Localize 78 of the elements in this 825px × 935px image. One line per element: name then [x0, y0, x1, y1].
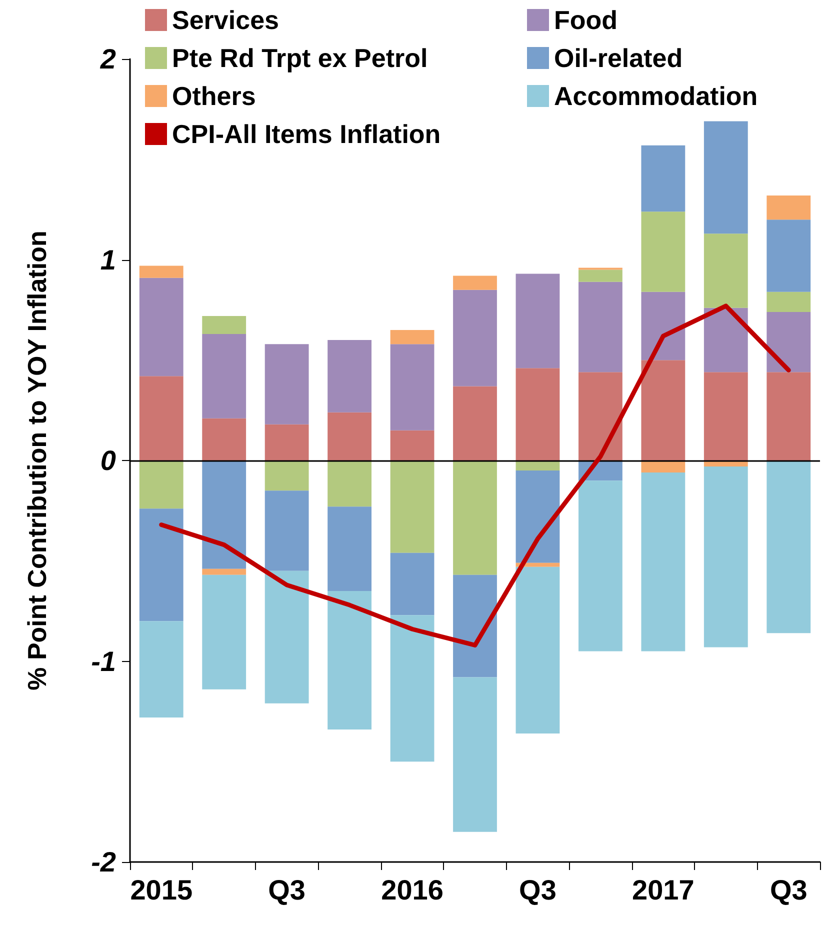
legend-label: Services [172, 5, 279, 35]
y-tick-label: 0 [100, 445, 116, 476]
bar [516, 368, 560, 460]
bar [453, 276, 497, 290]
bar [578, 372, 622, 460]
x-tick-label: Q3 [519, 874, 556, 906]
bar [453, 677, 497, 832]
bar [766, 460, 811, 634]
bar [704, 372, 748, 460]
x-tick-label: Q3 [770, 874, 808, 906]
bar [139, 460, 184, 509]
bar [641, 212, 686, 292]
legend-label: Pte Rd Trpt ex Petrol [172, 43, 428, 73]
y-axis-title: % Point Contribution to YOY Inflation [22, 230, 52, 690]
bar [264, 570, 309, 704]
x-tick-label: 2017 [632, 874, 694, 906]
bar [202, 460, 246, 569]
bar [328, 460, 372, 507]
bar [390, 615, 434, 762]
bar [328, 412, 372, 460]
bar [139, 508, 184, 622]
bar [766, 220, 811, 292]
y-tick-label: 1 [100, 244, 116, 276]
bar [641, 360, 686, 460]
bar [390, 552, 434, 616]
bar [453, 574, 497, 678]
bar [139, 621, 184, 718]
x-tick-label: 2016 [381, 874, 444, 906]
bar [704, 234, 748, 308]
bar [641, 472, 686, 652]
bar [139, 376, 184, 460]
bar [264, 490, 309, 571]
bar [264, 424, 309, 460]
bar [453, 290, 497, 386]
x-tick-label: 2015 [130, 874, 193, 906]
line-series [159, 304, 791, 648]
bar [516, 566, 560, 734]
bar [516, 274, 560, 368]
bar [516, 470, 560, 563]
bar [704, 466, 748, 648]
legend-label: CPI-All Items Inflation [172, 119, 441, 149]
bar [766, 372, 811, 460]
bar [328, 590, 372, 730]
legend-label: Food [554, 5, 618, 35]
bar [328, 506, 372, 591]
bar [578, 270, 622, 282]
bar [139, 266, 184, 278]
bar [453, 460, 497, 575]
bar [641, 145, 686, 212]
bar [578, 282, 622, 372]
bar [139, 278, 184, 376]
bar [578, 480, 622, 652]
bar [328, 340, 372, 412]
x-tick-label: Q3 [268, 874, 306, 906]
bar [202, 316, 246, 334]
y-tick-label: 2 [99, 44, 116, 74]
bar [390, 460, 434, 553]
bar [766, 196, 811, 220]
bar [704, 121, 748, 234]
legend-label: Others [172, 81, 256, 111]
bar [453, 386, 497, 460]
bar [264, 460, 309, 491]
y-tick-label: -1 [91, 646, 116, 677]
bar [264, 344, 309, 424]
legend-label: Oil-related [554, 43, 683, 73]
bar [202, 418, 246, 460]
bar [390, 330, 434, 344]
bar [202, 568, 246, 575]
y-tick-label: -2 [91, 846, 116, 878]
bar [202, 334, 246, 418]
bar [390, 430, 434, 460]
bar [704, 308, 748, 372]
legend-label: Accommodation [554, 81, 758, 111]
bar [202, 574, 246, 690]
bar [766, 292, 811, 312]
bar [641, 292, 686, 360]
bar [390, 344, 434, 430]
bar [766, 312, 811, 372]
